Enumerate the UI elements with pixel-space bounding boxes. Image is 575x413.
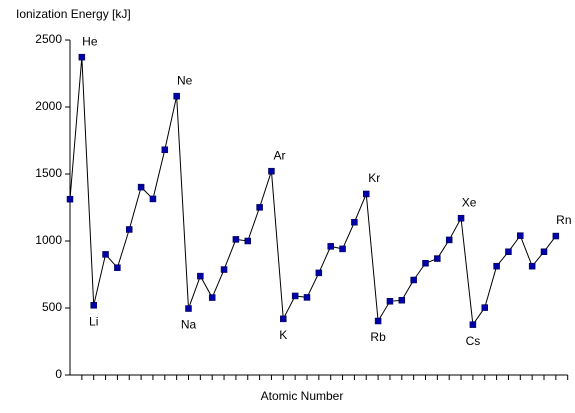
y-axis-title: Ionization Energy [kJ] [16,7,131,21]
data-point [78,53,86,61]
data-point [149,195,157,203]
data-point [90,302,97,309]
data-point [457,214,465,222]
data-point [517,232,524,239]
point-label: Li [89,314,98,328]
data-point [197,272,204,280]
point-label: Ne [177,73,193,87]
y-tick-label: 2500 [35,32,62,46]
data-point [303,294,311,301]
point-label: K [279,328,287,342]
data-point [434,255,441,262]
data-point [528,262,536,270]
data-point [363,190,370,198]
data-point [552,232,560,240]
point-label: Na [181,318,197,332]
y-tick-label: 0 [55,367,62,381]
data-point [280,315,287,323]
data-point [232,236,240,243]
data-point [256,204,263,211]
data-point [398,296,406,304]
y-tick-label: 1500 [35,166,62,180]
data-point [327,243,334,250]
data-line [69,57,557,326]
data-point [469,321,477,328]
data-point [102,251,109,258]
point-label: Rb [370,330,386,344]
point-label: Cs [466,334,481,348]
y-tick-label: 1000 [35,233,62,247]
data-point [137,183,145,191]
data-point [185,305,192,312]
data-point [386,298,394,305]
y-tick-label: 2000 [35,99,62,113]
data-point [291,292,299,300]
data-point [351,218,358,226]
data-point [126,226,133,233]
data-point [339,245,346,253]
y-tick-label: 500 [42,300,62,314]
point-label: Rn [556,213,571,227]
point-label: Xe [462,195,477,209]
data-point [244,237,251,245]
data-point [161,146,169,153]
point-label: Ar [273,148,285,162]
data-point [220,266,228,273]
data-point [114,264,121,271]
data-point [445,236,453,244]
data-point [374,317,382,325]
data-point [422,259,429,267]
data-point [66,195,74,203]
data-point [173,92,180,100]
point-label: Kr [368,171,380,185]
point-label: He [82,34,98,48]
data-point [410,276,417,284]
x-axis-title: Atomic Number [261,389,344,403]
data-point [268,167,275,175]
data-point [208,294,216,301]
data-point [493,262,500,270]
data-point [505,248,512,255]
data-point [540,248,548,255]
data-point [481,304,488,311]
data-point [315,269,323,277]
